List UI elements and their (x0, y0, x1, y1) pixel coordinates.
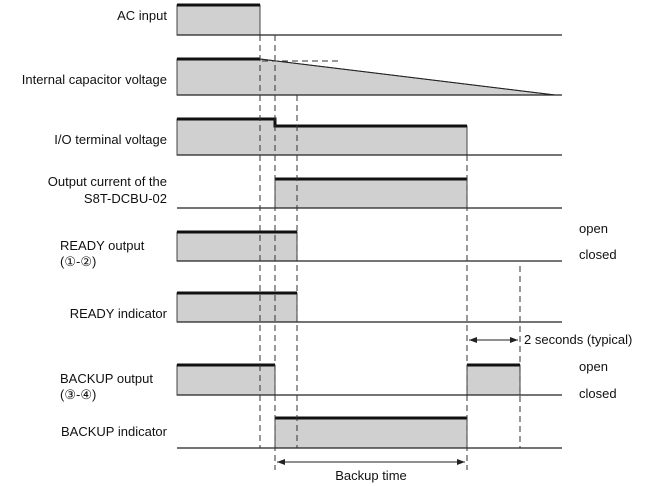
label-output-current-line1: Output current of the (48, 174, 167, 189)
backup-open-label: open (579, 359, 608, 374)
label-ready-output-line1: READY output (60, 238, 145, 253)
label-ready-indicator: READY indicator (70, 306, 168, 321)
two-seconds-arrowhead-right (510, 337, 518, 343)
ready-indicator-pulse (176, 292, 298, 323)
ready-open-label: open (579, 221, 608, 236)
io-terminal-voltage-area (176, 118, 468, 156)
backup-time-label: Backup time (335, 468, 407, 483)
backup-time-arrowhead-left (277, 459, 285, 465)
label-io-terminal-voltage: I/O terminal voltage (54, 132, 167, 147)
ready-output-pulse (176, 231, 298, 262)
label-output-current-line2: S8T-DCBU-02 (84, 191, 167, 206)
label-internal-capacitor-voltage: Internal capacitor voltage (22, 72, 167, 87)
two-seconds-label: 2 seconds (typical) (524, 332, 632, 347)
backup-closed-label: closed (579, 386, 617, 401)
label-backup-indicator: BACKUP indicator (61, 424, 168, 439)
backup-time-arrowhead-right (457, 459, 465, 465)
label-ready-output-line2: (①-②) (60, 254, 96, 269)
backup-output-pulse-2 (466, 364, 521, 396)
label-ac-input: AC input (117, 8, 167, 23)
backup-indicator-pulse (274, 417, 468, 449)
capacitor-voltage-decay-line (259, 58, 556, 96)
output-current-pulse (274, 178, 468, 209)
label-backup-output-line1: BACKUP output (60, 371, 153, 386)
ready-closed-label: closed (579, 247, 617, 262)
ac-input-high (176, 4, 261, 36)
io-terminal-voltage-top-edge (177, 117, 467, 128)
two-seconds-arrowhead-left (469, 337, 477, 343)
capacitor-voltage-area (176, 58, 556, 96)
label-backup-output-line2: (③-④) (60, 387, 96, 402)
